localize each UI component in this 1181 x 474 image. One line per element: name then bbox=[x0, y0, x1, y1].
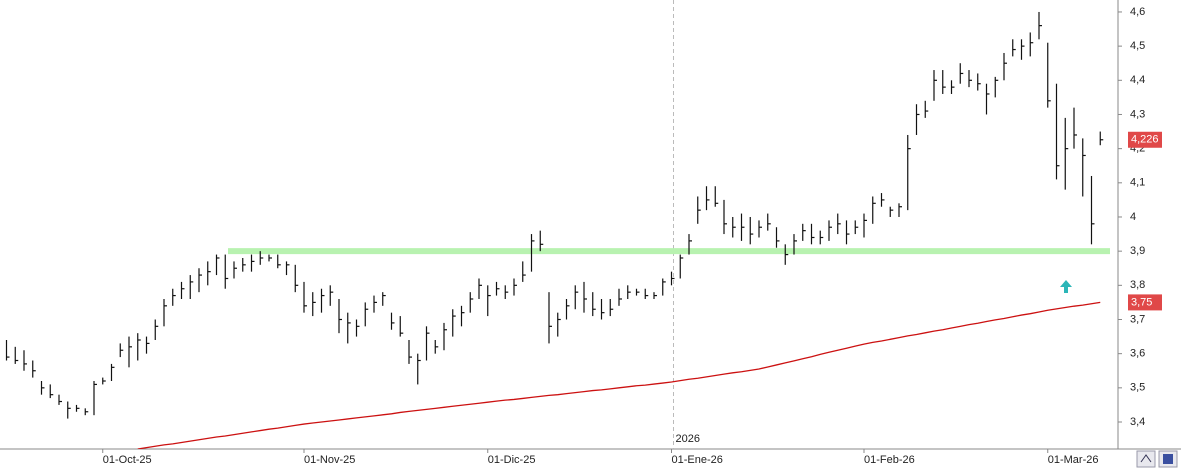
axes: 3,43,53,63,73,83,944,14,24,34,44,54,601-… bbox=[102, 6, 1162, 466]
x-tick-label: 01-Feb-26 bbox=[864, 454, 915, 466]
x-tick-label: 01-Dic-25 bbox=[488, 454, 536, 466]
price-tag-label: 3,75 bbox=[1131, 296, 1152, 308]
y-tick-label: 4 bbox=[1130, 211, 1136, 223]
plot-area: 2026 bbox=[5, 0, 1110, 449]
y-tick-label: 3,4 bbox=[1130, 416, 1145, 428]
x-tick-label: 01-Ene-26 bbox=[672, 454, 723, 466]
y-tick-label: 3,7 bbox=[1130, 313, 1145, 325]
y-tick-label: 4,6 bbox=[1130, 6, 1145, 18]
moving-average-line bbox=[137, 301, 1101, 449]
zoom-button[interactable] bbox=[1136, 450, 1156, 468]
toolbar bbox=[1136, 450, 1178, 468]
zoom-icon bbox=[1140, 454, 1152, 463]
price-tag bbox=[1128, 294, 1162, 311]
y-tick-label: 3,6 bbox=[1130, 348, 1145, 360]
price-tag-label: 4,226 bbox=[1131, 134, 1159, 146]
y-tick-label: 3,5 bbox=[1130, 382, 1145, 394]
signal-arrow bbox=[1060, 280, 1072, 293]
x-tick-label: 01-Nov-25 bbox=[304, 454, 355, 466]
y-tick-label: 4,3 bbox=[1130, 108, 1145, 120]
y-tick-label: 4,5 bbox=[1130, 40, 1145, 52]
save-icon bbox=[1163, 454, 1173, 464]
y-tick-label: 3,9 bbox=[1130, 245, 1145, 257]
y-tick-label: 4,1 bbox=[1130, 177, 1145, 189]
x-tick-label: 01-Oct-25 bbox=[103, 454, 152, 466]
y-tick-label: 4,4 bbox=[1130, 74, 1145, 86]
year-label: 2026 bbox=[676, 433, 700, 445]
price-tag bbox=[1128, 131, 1162, 148]
x-tick-label: 01-Mar-26 bbox=[1048, 454, 1099, 466]
y-tick-label: 3,8 bbox=[1130, 279, 1145, 291]
